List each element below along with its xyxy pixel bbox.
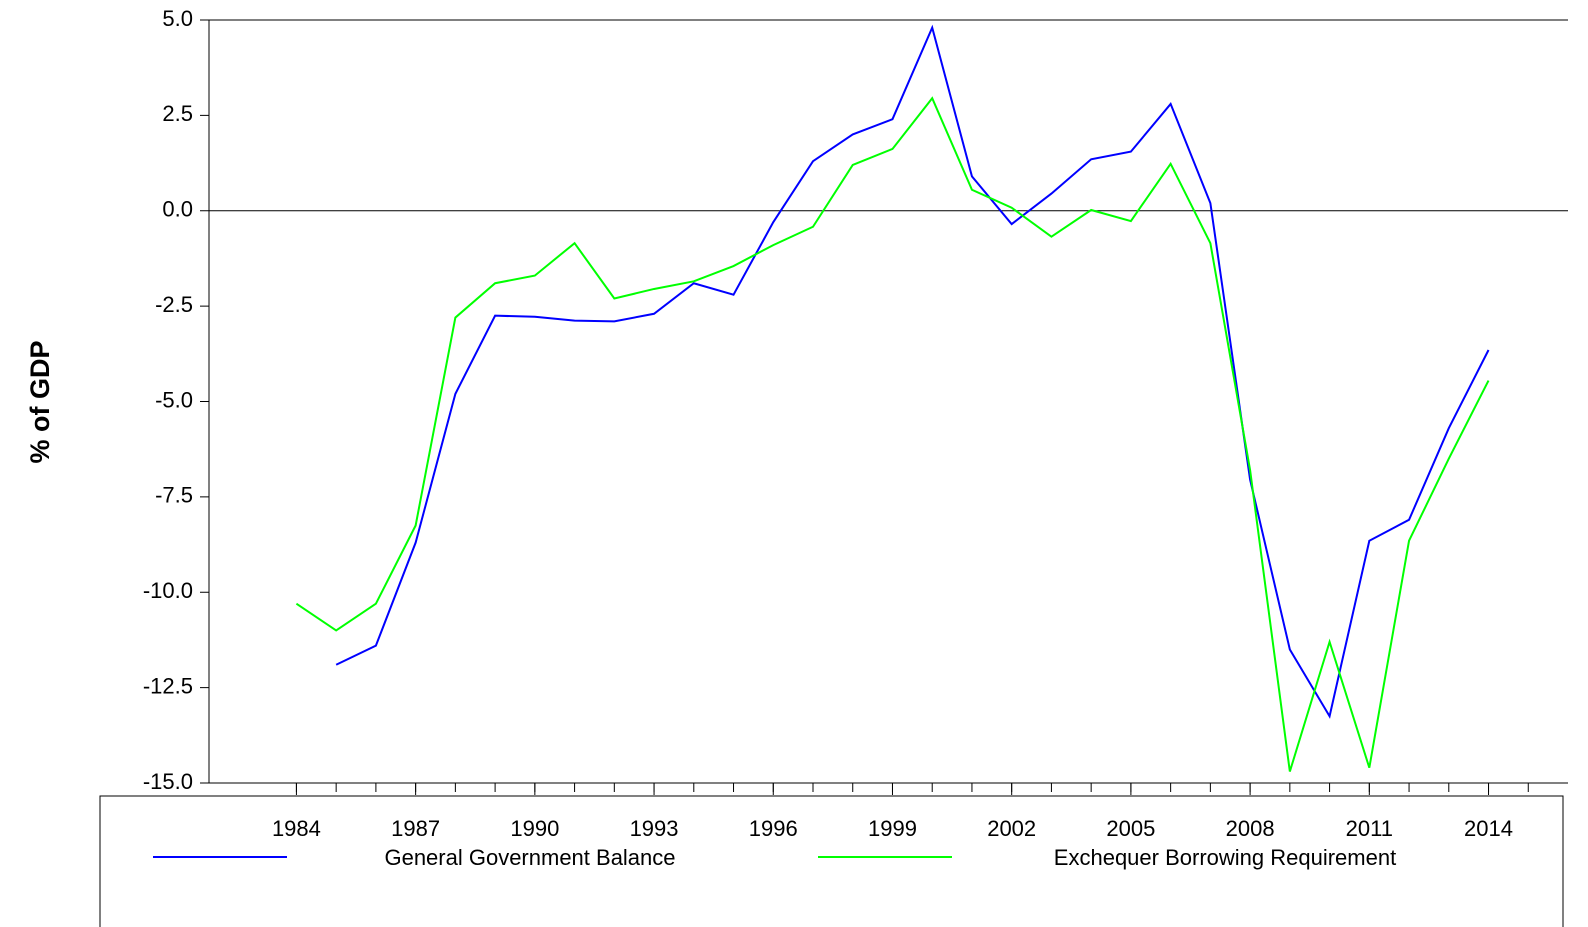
x-tick-label: 2011 [1346, 816, 1393, 841]
x-tick-label: 1984 [272, 816, 321, 841]
legend-label: General Government Balance [384, 845, 675, 870]
x-tick-label: 1990 [510, 816, 559, 841]
legend-box [99, 795, 1564, 927]
y-tick-label: -7.5 [155, 483, 193, 508]
x-tick-label: 1993 [630, 816, 679, 841]
y-tick-label: 5.0 [162, 6, 193, 31]
y-tick-label: 2.5 [162, 101, 193, 126]
y-tick-label: -12.5 [143, 673, 193, 698]
series-line [295, 96, 1490, 772]
x-tick-label: 2005 [1106, 816, 1155, 841]
x-tick-label: 1999 [868, 816, 917, 841]
y-tick-label: -15.0 [143, 769, 193, 794]
x-tick-label: 2014 [1464, 816, 1513, 841]
x-tick-label: 2008 [1226, 816, 1275, 841]
x-tick-label: 1987 [391, 816, 440, 841]
y-tick-label: -5.0 [155, 387, 193, 412]
y-tick-label: 0.0 [162, 197, 193, 222]
x-tick-label: 2002 [987, 816, 1036, 841]
x-tick-label: 1996 [749, 816, 798, 841]
y-tick-label: -10.0 [143, 578, 193, 603]
legend-label: Exchequer Borrowing Requirement [1054, 845, 1396, 870]
series-line [335, 24, 1490, 719]
y-tick-label: -2.5 [155, 292, 193, 317]
y-axis-label: % of GDP [25, 340, 55, 463]
